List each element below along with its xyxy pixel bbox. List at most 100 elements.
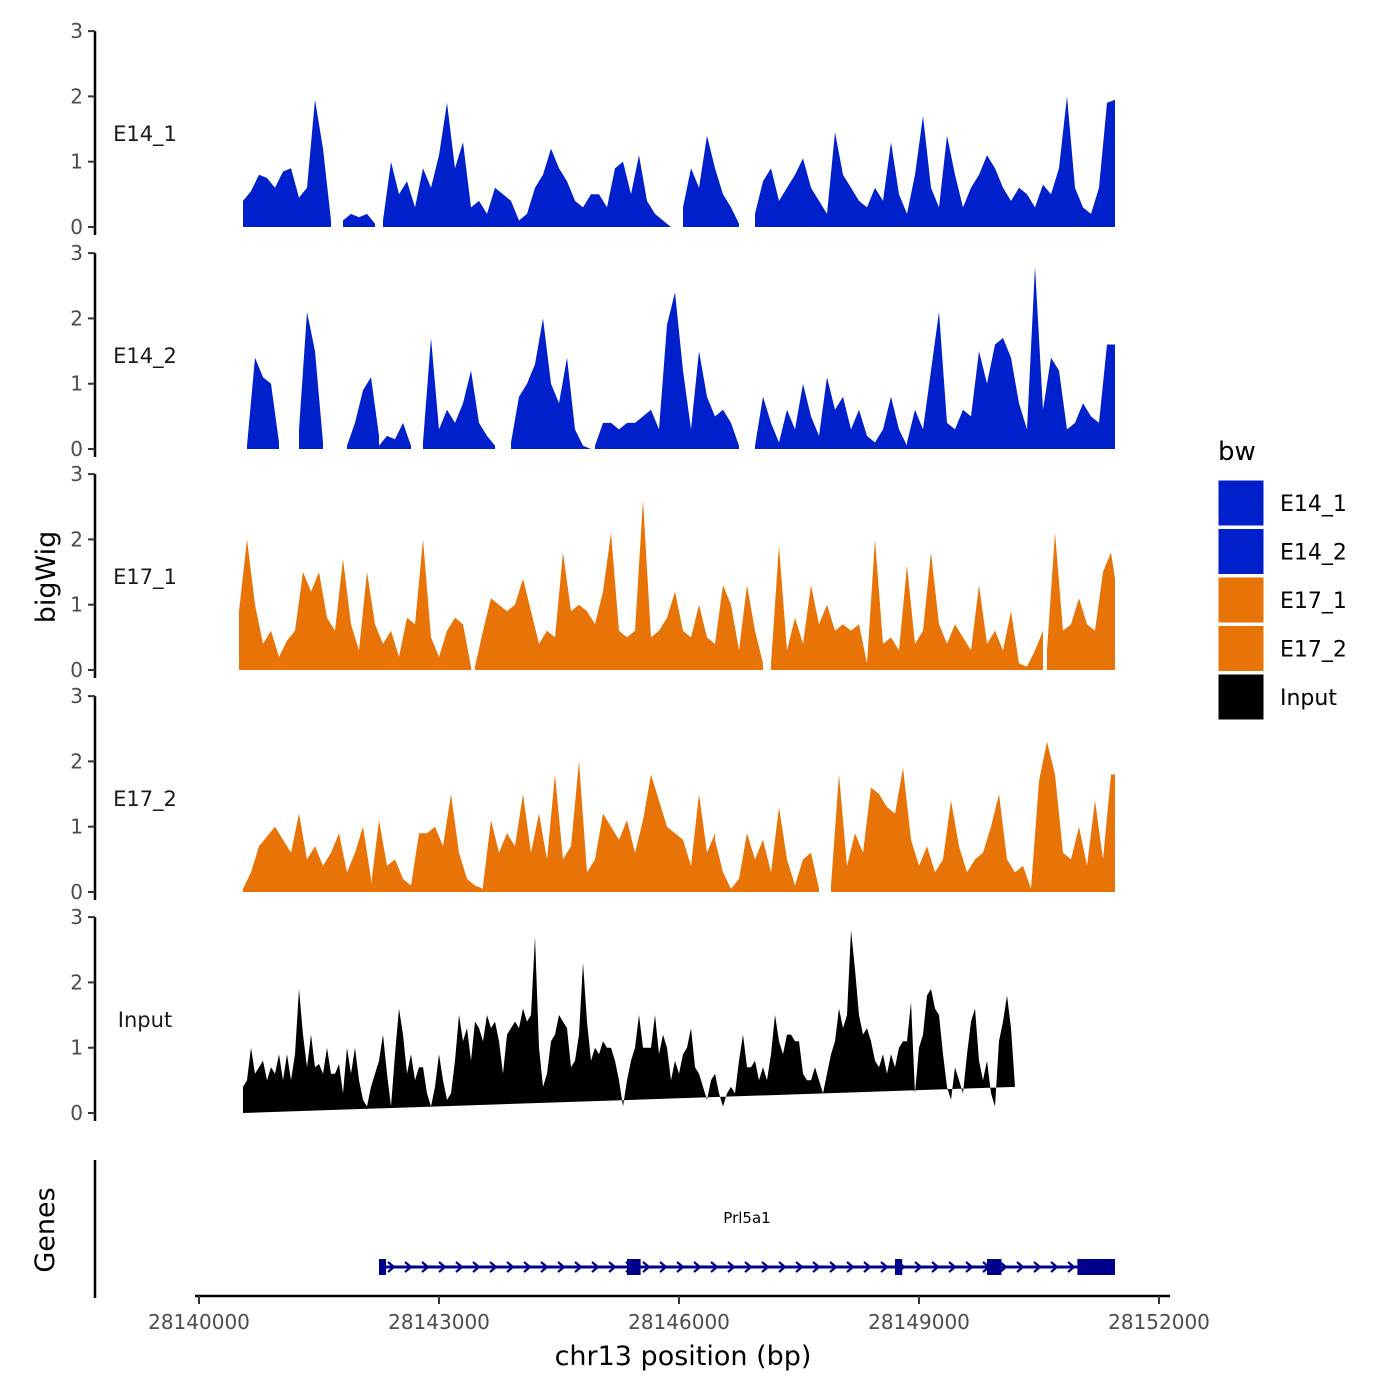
strand-arrow <box>914 1261 923 1273</box>
track-label: Input <box>118 1008 172 1032</box>
strand-arrow <box>829 1261 838 1273</box>
coverage-area-e17_2-4 <box>715 807 819 892</box>
x-tick-label: 28152000 <box>1108 1310 1210 1334</box>
legend-label: Input <box>1280 686 1337 711</box>
strand-arrow <box>880 1261 889 1273</box>
coverage-area-e14_1-5 <box>755 96 1115 228</box>
strand-arrow <box>710 1261 719 1273</box>
strand-arrow <box>659 1261 668 1273</box>
track-label: E14_2 <box>113 344 177 369</box>
strand-arrow <box>761 1261 770 1273</box>
coverage-area-e17_2-5 <box>831 741 1115 892</box>
strand-arrow <box>812 1261 821 1273</box>
gene-exon-4 <box>987 1259 1002 1275</box>
coverage-area-e14_2-1 <box>247 357 279 449</box>
track-input: 0 1 2 3 Input <box>70 905 1015 1125</box>
y-tick-label: 3 <box>70 684 83 708</box>
gene-exon-3 <box>895 1259 903 1275</box>
legend-key-input <box>1217 673 1265 721</box>
y-tick-label: 3 <box>70 462 83 486</box>
x-tick-label: 28140000 <box>148 1310 250 1334</box>
gene-exon-5 <box>1077 1259 1115 1275</box>
x-tick-label: 28143000 <box>388 1310 490 1334</box>
coverage-area-e17_1-1 <box>239 539 471 670</box>
strand-arrow <box>523 1261 532 1273</box>
coverage-area-e14_2-9 <box>907 266 1115 449</box>
coverage-area-e14_1-3 <box>383 102 671 227</box>
strand-arrow <box>421 1261 430 1273</box>
strand-arrow <box>1016 1261 1025 1273</box>
coverage-area-e14_2-7 <box>595 292 739 449</box>
coverage-area-e17_2-2 <box>371 794 483 892</box>
strand-arrow <box>540 1261 549 1273</box>
strand-arrow <box>744 1261 753 1273</box>
gene-annotation-panel: Prl5a1 <box>93 1160 1115 1298</box>
coverage-area-e14_1-2 <box>343 213 375 227</box>
track-label: E17_2 <box>113 787 177 812</box>
coverage-area-e17_2-1 <box>243 813 371 892</box>
strand-arrow <box>795 1261 804 1273</box>
strand-arrow <box>591 1261 600 1273</box>
coverage-area-e14_1-1 <box>243 99 331 227</box>
legend-key-e17_1 <box>1217 576 1265 624</box>
coverage-area-e14_2-8 <box>755 377 907 449</box>
y-tick-label: 2 <box>70 970 83 994</box>
y-tick-label: 1 <box>70 150 83 174</box>
gene-panel-title: Genes <box>30 1187 61 1272</box>
x-tick-label: 28146000 <box>628 1310 730 1334</box>
strand-arrow <box>727 1261 736 1273</box>
coverage-area-e14_2-5 <box>423 338 495 449</box>
strand-arrow <box>574 1261 583 1273</box>
strand-arrow <box>642 1261 651 1273</box>
strand-arrow <box>846 1261 855 1273</box>
strand-arrow <box>965 1261 974 1273</box>
y-tick-label: 1 <box>70 593 83 617</box>
legend-title: bw <box>1218 437 1256 467</box>
y-tick-label: 0 <box>70 1101 83 1125</box>
legend: bw E14_1 E14_2 E17_1 E17_2 Input <box>1217 437 1347 721</box>
y-tick-label: 3 <box>70 905 83 929</box>
legend-key-e17_2 <box>1217 625 1265 672</box>
strand-arrow <box>999 1261 1008 1273</box>
gene-exon-1 <box>379 1259 386 1275</box>
legend-key-e14_2 <box>1217 528 1265 575</box>
coverage-area-e17_1-4 <box>1047 532 1115 670</box>
strand-arrow <box>863 1261 872 1273</box>
coverage-area-e14_2-3 <box>347 377 379 449</box>
strand-arrow <box>931 1261 940 1273</box>
x-axis-title: chr13 position (bp) <box>555 1341 812 1372</box>
y-tick-label: 3 <box>70 19 83 43</box>
track-e14_2: 0 1 2 3 E14_2 <box>70 241 1115 461</box>
coverage-area-e17_2-3 <box>483 761 715 892</box>
gene-exon-2 <box>627 1259 641 1275</box>
legend-label: E14_2 <box>1280 541 1347 566</box>
y-tick-label: 1 <box>70 815 83 839</box>
strand-arrow <box>489 1261 498 1273</box>
strand-arrow <box>387 1261 396 1273</box>
strand-arrow <box>404 1261 413 1273</box>
y-tick-label: 0 <box>70 880 83 904</box>
y-tick-label: 2 <box>70 749 83 773</box>
gene-name-label: Prl5a1 <box>723 1209 770 1227</box>
track-label: E14_1 <box>113 122 177 147</box>
coverage-area-e14_1-4 <box>683 135 739 227</box>
track-e17_2: 0 1 2 3 E17_2 <box>70 684 1115 904</box>
strand-arrow <box>1067 1261 1076 1273</box>
strand-arrow <box>676 1261 685 1273</box>
strand-arrow <box>472 1261 481 1273</box>
y-tick-label: 1 <box>70 372 83 396</box>
coverage-area-e17_1-2 <box>475 500 763 670</box>
y-tick-label: 2 <box>70 527 83 551</box>
x-tick-label: 28149000 <box>868 1310 970 1334</box>
y-tick-label: 2 <box>70 306 83 330</box>
y-tick-label: 0 <box>70 437 83 461</box>
legend-label: E17_2 <box>1280 638 1347 663</box>
y-tick-label: 0 <box>70 215 83 239</box>
y-tick-label: 0 <box>70 658 83 682</box>
strand-arrow <box>1050 1261 1059 1273</box>
strand-arrow <box>1033 1261 1042 1273</box>
track-label: E17_1 <box>113 565 177 590</box>
coverage-area-e17_1-3 <box>771 539 1043 670</box>
coverage-area-e14_2-4 <box>379 422 411 449</box>
legend-label: E14_1 <box>1280 492 1347 517</box>
